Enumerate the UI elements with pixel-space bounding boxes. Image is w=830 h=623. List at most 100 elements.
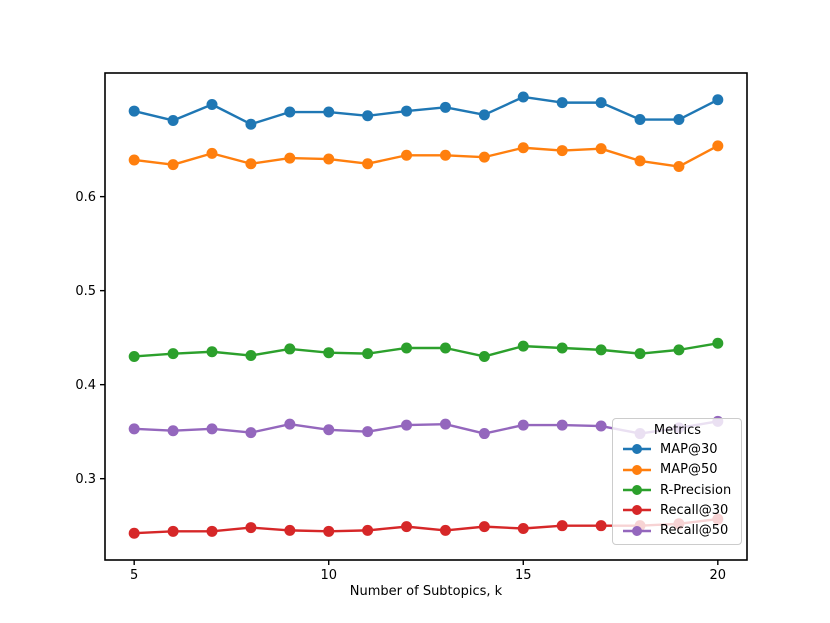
data-point-R-Precision-x12 xyxy=(401,342,413,354)
y-tick-label: 0.6 xyxy=(75,190,96,205)
data-point-MAP@50-x9 xyxy=(284,152,296,164)
data-point-MAP@30-x18 xyxy=(634,114,646,126)
data-point-MAP@30-x20 xyxy=(712,94,724,106)
x-tick-label: 15 xyxy=(515,568,532,583)
data-point-MAP@30-x7 xyxy=(206,98,218,110)
data-point-MAP@50-x5 xyxy=(128,154,140,166)
data-point-Recall@50-x8 xyxy=(245,427,257,439)
data-point-R-Precision-x11 xyxy=(362,348,374,360)
legend-title: Metrics xyxy=(653,423,702,439)
data-point-R-Precision-x9 xyxy=(284,343,296,355)
data-point-Recall@30-x11 xyxy=(362,524,374,536)
data-point-MAP@50-x6 xyxy=(167,159,179,171)
data-point-MAP@30-x5 xyxy=(128,105,140,117)
data-point-R-Precision-x13 xyxy=(439,342,451,354)
data-point-Recall@30-x8 xyxy=(245,522,257,534)
data-point-MAP@30-x8 xyxy=(245,118,257,130)
data-point-R-Precision-x8 xyxy=(245,350,257,362)
data-point-Recall@30-x13 xyxy=(439,524,451,536)
legend-line-marker-icon xyxy=(623,505,651,516)
legend-item-label: MAP@30 xyxy=(660,441,718,457)
series-line-R-Precision xyxy=(132,342,720,358)
data-point-Recall@50-x16 xyxy=(556,419,568,431)
data-point-Recall@30-x12 xyxy=(401,521,413,533)
data-point-Recall@50-x5 xyxy=(128,423,140,435)
data-point-R-Precision-x17 xyxy=(595,344,607,356)
data-point-MAP@30-x13 xyxy=(439,101,451,113)
data-point-R-Precision-x15 xyxy=(517,340,529,352)
data-point-MAP@30-x15 xyxy=(517,91,529,103)
data-point-R-Precision-x10 xyxy=(323,347,335,359)
legend-item-recall30: Recall@30 xyxy=(622,500,733,520)
data-point-MAP@50-x11 xyxy=(362,158,374,170)
data-point-Recall@30-x15 xyxy=(517,523,529,535)
data-point-Recall@50-x6 xyxy=(167,425,179,437)
data-point-R-Precision-x14 xyxy=(478,350,490,362)
data-point-R-Precision-x16 xyxy=(556,342,568,354)
y-tick-label: 0.5 xyxy=(75,284,96,299)
data-point-R-Precision-x19 xyxy=(673,344,685,356)
y-tick-label: 0.3 xyxy=(75,472,96,487)
data-point-Recall@50-x15 xyxy=(517,419,529,431)
legend-line-marker-icon xyxy=(623,444,651,455)
data-point-Recall@30-x10 xyxy=(323,525,335,537)
legend-line-marker-icon xyxy=(623,464,651,475)
data-point-MAP@50-x20 xyxy=(712,140,724,152)
legend-item-map50: MAP@50 xyxy=(622,460,733,480)
data-point-Recall@30-x16 xyxy=(556,520,568,532)
data-point-R-Precision-x20 xyxy=(712,337,724,349)
series-line-MAP@50 xyxy=(132,144,720,168)
legend-item-r-precision: R-Precision xyxy=(622,480,733,500)
x-tick-label: 5 xyxy=(130,568,138,583)
data-point-Recall@50-x11 xyxy=(362,426,374,438)
data-point-MAP@50-x14 xyxy=(478,151,490,163)
data-point-R-Precision-x7 xyxy=(206,346,218,358)
legend-item-label: Recall@50 xyxy=(660,523,729,539)
data-point-MAP@50-x15 xyxy=(517,142,529,154)
legend-line-marker-icon xyxy=(623,525,651,536)
legend-item-label: Recall@30 xyxy=(660,502,729,518)
data-point-MAP@50-x10 xyxy=(323,153,335,165)
data-point-MAP@30-x10 xyxy=(323,106,335,118)
legend-item-label: MAP@50 xyxy=(660,462,718,478)
data-point-Recall@30-x9 xyxy=(284,524,296,536)
data-point-MAP@30-x11 xyxy=(362,110,374,122)
data-point-MAP@30-x16 xyxy=(556,97,568,109)
legend-item-map30: MAP@30 xyxy=(622,439,733,459)
data-point-MAP@30-x14 xyxy=(478,109,490,121)
data-point-R-Precision-x6 xyxy=(167,348,179,360)
data-point-R-Precision-x18 xyxy=(634,348,646,360)
x-tick-label: 20 xyxy=(710,568,727,583)
plot-border xyxy=(104,72,748,561)
data-point-Recall@30-x17 xyxy=(595,520,607,532)
data-point-Recall@50-x14 xyxy=(478,428,490,440)
data-point-R-Precision-x5 xyxy=(128,350,140,362)
data-point-MAP@30-x12 xyxy=(401,105,413,117)
legend-item-recall50: Recall@50 xyxy=(622,521,733,541)
data-point-Recall@50-x17 xyxy=(595,420,607,432)
data-point-Recall@50-x10 xyxy=(323,424,335,436)
x-tick-label: 10 xyxy=(320,568,337,583)
data-point-MAP@30-x9 xyxy=(284,106,296,118)
legend-line-marker-icon xyxy=(623,485,651,496)
data-point-Recall@30-x14 xyxy=(478,521,490,533)
data-point-MAP@50-x12 xyxy=(401,149,413,161)
data-point-Recall@50-x13 xyxy=(439,418,451,430)
data-point-MAP@30-x6 xyxy=(167,114,179,126)
data-point-Recall@30-x5 xyxy=(128,527,140,539)
data-point-MAP@30-x19 xyxy=(673,114,685,126)
data-point-Recall@50-x7 xyxy=(206,423,218,435)
legend: Metrics MAP@30 MAP@50 R-Precision xyxy=(612,418,742,545)
x-axis-label: Number of Subtopics, k xyxy=(349,584,503,599)
y-tick-label: 0.4 xyxy=(75,378,96,393)
data-point-Recall@30-x7 xyxy=(206,525,218,537)
data-point-MAP@50-x16 xyxy=(556,145,568,157)
data-point-Recall@30-x6 xyxy=(167,525,179,537)
data-point-Recall@50-x9 xyxy=(284,418,296,430)
data-point-MAP@50-x8 xyxy=(245,158,257,170)
legend-item-label: R-Precision xyxy=(660,482,732,498)
data-point-MAP@50-x7 xyxy=(206,147,218,159)
data-point-MAP@50-x13 xyxy=(439,149,451,161)
data-point-Recall@50-x12 xyxy=(401,419,413,431)
